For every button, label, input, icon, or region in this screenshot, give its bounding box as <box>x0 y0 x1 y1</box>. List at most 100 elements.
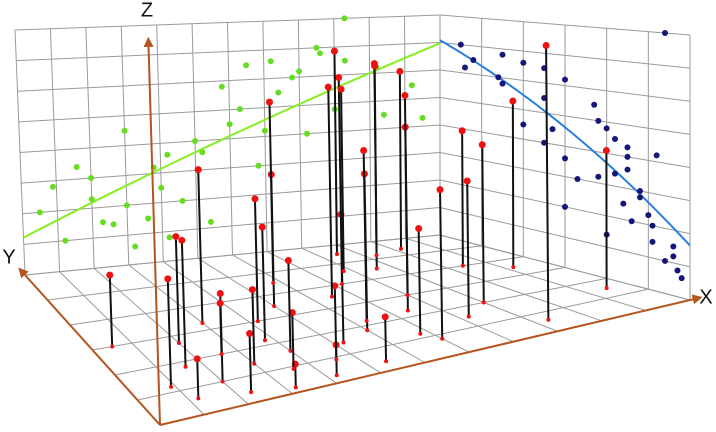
yz-projection-point <box>603 125 610 132</box>
point-foot <box>249 390 254 395</box>
yz-projection-point <box>549 126 556 133</box>
point-foot <box>272 304 277 309</box>
stem <box>180 240 187 367</box>
point-foot <box>546 317 551 322</box>
yz-projection-point <box>620 200 627 207</box>
xz-projection-point <box>380 111 387 118</box>
yz-projection-point <box>649 238 656 245</box>
yz-projection-point <box>462 64 468 71</box>
xz-projection-point <box>267 58 274 65</box>
y-axis <box>18 267 161 426</box>
point <box>324 83 332 91</box>
xz-projection-point <box>207 218 214 225</box>
point <box>509 97 517 105</box>
xz-fit-line <box>23 42 441 239</box>
point-foot <box>384 359 389 364</box>
point <box>265 98 273 106</box>
z-axis <box>143 36 161 426</box>
yz-projection-point <box>662 257 668 264</box>
stem <box>287 260 292 351</box>
point <box>371 62 379 70</box>
xz-projection-point <box>313 44 320 51</box>
point <box>337 85 345 93</box>
point <box>164 275 172 283</box>
point-foot <box>405 308 410 313</box>
point <box>396 67 404 75</box>
point <box>106 271 114 279</box>
xz-projection-point <box>100 219 107 226</box>
xz-projection-point <box>73 163 80 170</box>
point-foot <box>604 286 609 291</box>
point <box>193 355 201 363</box>
wall-grid-line <box>439 42 691 69</box>
yz-projection-point <box>678 275 685 282</box>
point-foot <box>288 348 293 353</box>
stem <box>219 303 223 355</box>
wall-grid-line <box>19 124 441 153</box>
point <box>246 330 254 338</box>
point-foot <box>169 384 174 389</box>
wall-grid-line <box>439 207 691 268</box>
point <box>463 177 471 185</box>
point-foot <box>481 300 486 305</box>
xz-projection-point <box>243 62 250 69</box>
stem <box>327 87 333 297</box>
wall-grid-line <box>18 97 441 123</box>
point <box>216 290 224 298</box>
stem <box>197 169 204 323</box>
stem <box>291 312 295 369</box>
stem <box>261 227 266 341</box>
point-foot <box>341 340 346 345</box>
point <box>478 141 486 149</box>
stem <box>439 189 444 339</box>
yz-projection-point <box>457 41 464 48</box>
yz-projection-point <box>574 175 581 182</box>
xz-projection-point <box>166 234 173 241</box>
yz-projection-point <box>628 218 635 225</box>
xz-projection-point <box>164 151 171 158</box>
xz-projection-point <box>317 50 324 57</box>
point-foot <box>200 320 205 325</box>
yz-projection-point <box>670 253 677 260</box>
xz-projection-point <box>289 74 296 81</box>
xz-projection-point <box>36 209 43 216</box>
yz-projection-point <box>595 117 602 124</box>
point-foot <box>511 265 516 270</box>
yz-projection-point <box>637 188 643 194</box>
stem <box>466 181 470 317</box>
stem <box>398 71 403 249</box>
yz-projection-point <box>499 51 506 58</box>
point-foot <box>183 364 188 369</box>
wall-grid-line <box>439 14 691 36</box>
wall-grid-line <box>439 124 691 168</box>
xz-projection-point <box>123 202 130 209</box>
wall-grid-line <box>14 14 441 31</box>
point-foot <box>271 280 276 285</box>
wall-grid-line <box>439 97 691 135</box>
yz-projection-point <box>520 121 527 128</box>
stem <box>373 66 378 256</box>
yz-projection-point <box>624 144 631 151</box>
xz-projection-point <box>226 121 233 128</box>
yz-projection-point <box>624 166 631 173</box>
point-foot <box>110 344 115 349</box>
stem <box>196 358 200 399</box>
yz-projection-point <box>541 139 548 146</box>
xz-projection-point <box>158 184 165 191</box>
xz-projection-point <box>408 82 415 89</box>
stem <box>337 77 343 285</box>
xz-projection-point <box>199 149 206 156</box>
point <box>331 282 339 290</box>
xz-projection-point <box>62 237 69 244</box>
xz-projection-point <box>110 221 117 228</box>
point <box>335 73 343 81</box>
point-foot <box>334 252 339 257</box>
projections <box>23 15 691 282</box>
z-axis-label: Z <box>141 0 153 21</box>
x-axis-label: X <box>699 286 712 308</box>
point-foot <box>399 246 404 251</box>
point <box>330 47 338 55</box>
floor-grid-line <box>92 267 566 351</box>
axes <box>18 36 703 426</box>
point <box>436 186 444 194</box>
